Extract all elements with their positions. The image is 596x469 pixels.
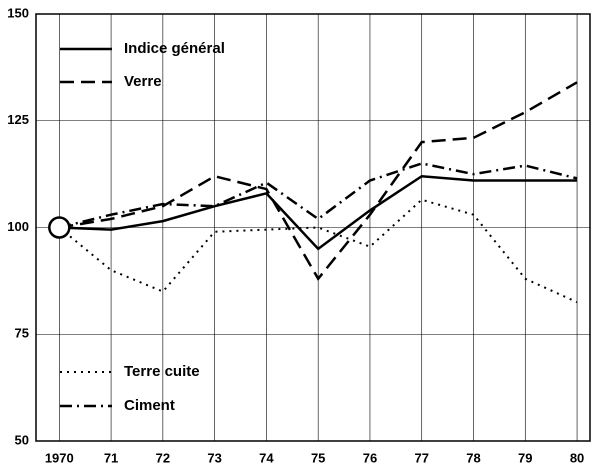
base-point [48,216,71,239]
series-line [58,198,578,304]
x-tick-label: 80 [570,450,584,465]
legend-label: Ciment [124,397,175,414]
x-tick-label: 71 [104,450,118,465]
series-line [58,162,578,229]
y-tick-label: 50 [15,432,29,447]
x-tick-label: 72 [156,450,170,465]
legend-label: Verre [124,73,162,90]
series-line [59,174,578,251]
x-tick-label: 76 [363,450,377,465]
legend-label: Terre cuite [124,363,200,380]
series-line [59,81,578,281]
plot-frame [35,13,591,442]
x-tick-label: 77 [414,450,428,465]
x-tick-label: 79 [518,450,532,465]
x-tick-label: 73 [207,450,221,465]
y-tick-label: 75 [15,326,29,341]
legend-label: Indice général [124,40,225,57]
y-tick-label: 150 [7,5,29,20]
x-tick-label: 75 [311,450,325,465]
x-tick-label: 1970 [45,450,74,465]
y-tick-label: 125 [7,112,29,127]
x-tick-label: 74 [259,450,274,465]
y-tick-label: 100 [7,219,29,234]
x-tick-label: 78 [466,450,480,465]
